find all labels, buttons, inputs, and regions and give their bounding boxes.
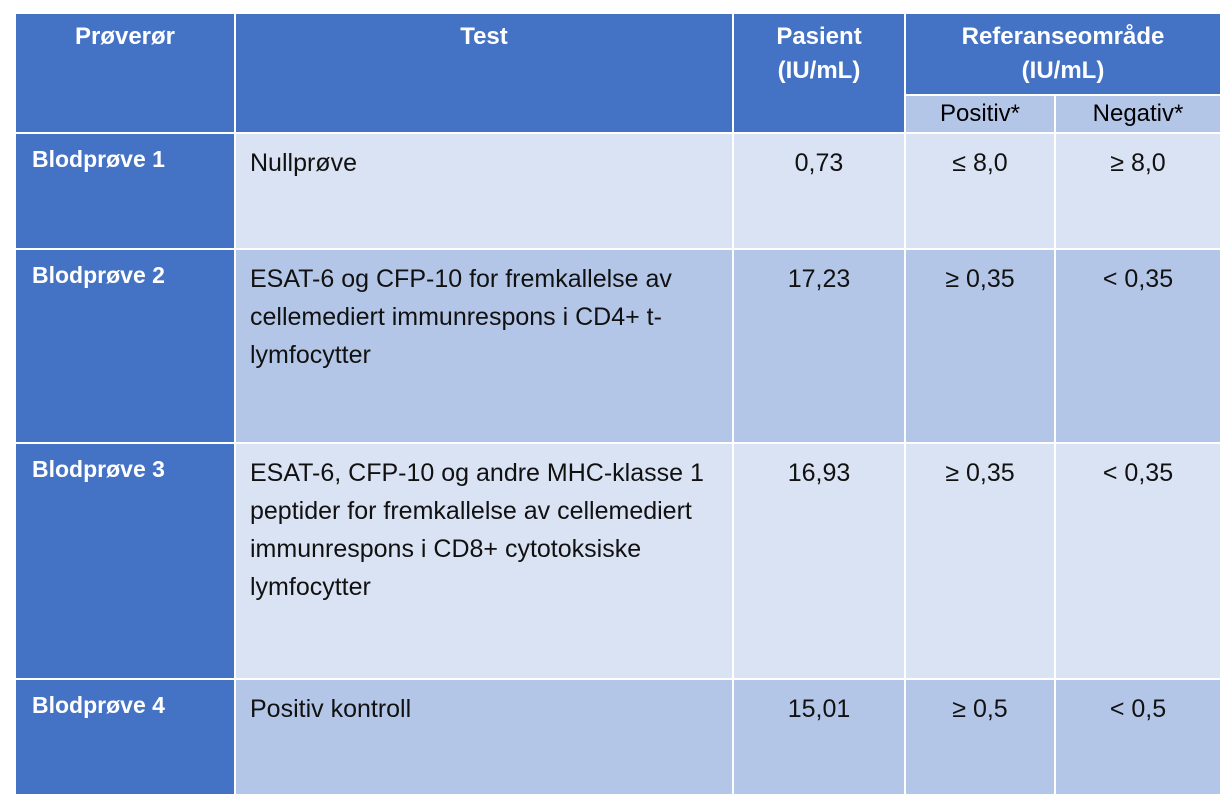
positive-range: ≥ 0,35 [904,442,1056,680]
negative-range: < 0,35 [1054,442,1222,680]
header-patient: Pasient (IU/mL) [732,12,906,134]
row-header: Blodprøve 2 [14,248,236,444]
table-row: Blodprøve 4 Positiv kontroll 15,01 ≥ 0,5… [14,678,1222,796]
test-cell: Positiv kontroll [234,678,734,796]
positive-range: ≥ 0,35 [904,248,1056,444]
table-row: Blodprøve 3 ESAT-6, CFP-10 og andre MHC-… [14,442,1222,680]
row-header: Blodprøve 3 [14,442,236,680]
test-cell: ESAT-6, CFP-10 og andre MHC-klasse 1 pep… [234,442,734,680]
header-negative: Negativ* [1054,94,1222,134]
positive-range: ≤ 8,0 [904,132,1056,250]
test-cell: ESAT-6 og CFP-10 for fremkallelse av cel… [234,248,734,444]
row-header: Blodprøve 4 [14,678,236,796]
header-sample-tube: Prøverør [14,12,236,134]
negative-range: < 0,35 [1054,248,1222,444]
table-row: Blodprøve 1 Nullprøve 0,73 ≤ 8,0 ≥ 8,0 [14,132,1222,250]
results-table: Prøverør Test Pasient (IU/mL) Referanseo… [14,12,1222,796]
patient-value: 16,93 [732,442,906,680]
negative-range: < 0,5 [1054,678,1222,796]
row-header: Blodprøve 1 [14,132,236,250]
patient-value: 17,23 [732,248,906,444]
negative-range: ≥ 8,0 [1054,132,1222,250]
patient-value: 15,01 [732,678,906,796]
header-reference-range: Referanseområde (IU/mL) [904,12,1222,96]
test-cell: Nullprøve [234,132,734,250]
positive-range: ≥ 0,5 [904,678,1056,796]
header-positive: Positiv* [904,94,1056,134]
table-row: Blodprøve 2 ESAT-6 og CFP-10 for fremkal… [14,248,1222,444]
patient-value: 0,73 [732,132,906,250]
header-test: Test [234,12,734,134]
